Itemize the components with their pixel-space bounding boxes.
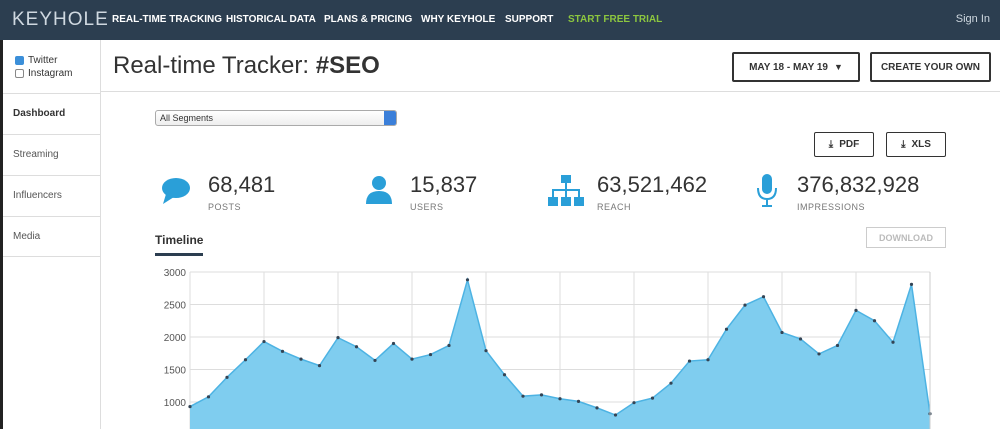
title-text: Real-time Tracker: [113, 52, 310, 79]
menu-item[interactable]: Influencers [3, 175, 101, 216]
point [909, 282, 914, 286]
point [687, 359, 692, 363]
sign-in[interactable]: Sign In [955, 13, 990, 25]
top-nav: KEYHOLE REAL-TIME TRACKING HISTORICAL DA… [0, 0, 1000, 40]
point [539, 393, 544, 397]
point [854, 308, 858, 312]
point [465, 278, 470, 282]
stat: 68,481 POSTS [208, 172, 275, 212]
xls-button[interactable]: ⤓ XLS [886, 132, 946, 157]
select-label: All Segments [160, 113, 214, 123]
point [188, 404, 192, 409]
point [558, 397, 562, 401]
point [780, 330, 784, 335]
download-button[interactable]: DOWNLOAD [866, 227, 946, 248]
stat-label: POSTS [208, 202, 242, 212]
point [410, 357, 414, 361]
point [595, 406, 599, 410]
point [280, 349, 285, 353]
y-tick-label: 1000 [164, 398, 187, 409]
point [724, 327, 729, 331]
nav-link[interactable]: WHY KEYHOLE [421, 14, 496, 25]
nav-link[interactable]: PLANS & PRICING [324, 14, 413, 25]
point [354, 345, 359, 349]
point [706, 358, 710, 362]
checkbox[interactable]: Twitter [15, 55, 57, 66]
impressions-icon [757, 174, 777, 207]
point [391, 341, 396, 346]
nav-link[interactable]: START FREE TRIAL [568, 14, 663, 25]
checkbox-label: Twitter [28, 55, 58, 66]
stat: 376,832,928 IMPRESSIONS [797, 172, 919, 212]
area [190, 279, 930, 429]
point [262, 339, 266, 344]
segment-select[interactable]: All Segments [155, 110, 397, 126]
pdf-label: PDF [839, 139, 860, 150]
menu-item[interactable]: Streaming [3, 134, 101, 175]
point [225, 375, 229, 379]
point [669, 381, 673, 385]
date-button[interactable]: MAY 18 - MAY 19 ▼ [732, 52, 860, 82]
point [761, 295, 766, 299]
point [521, 394, 525, 398]
y-tick-label: 3000 [164, 268, 187, 279]
stat-value: 376,832,928 [797, 172, 920, 197]
point [447, 343, 451, 348]
stat-value: 68,481 [208, 172, 276, 197]
checkbox-label: Instagram [28, 68, 73, 79]
point [650, 396, 655, 400]
y-tick-label: 2000 [164, 333, 187, 344]
point [891, 340, 895, 344]
point [206, 395, 211, 399]
nav-link[interactable]: REAL-TIME TRACKING [112, 14, 222, 25]
point [817, 352, 821, 356]
stat-label: REACH [597, 202, 632, 212]
point [576, 399, 581, 403]
point [336, 336, 340, 340]
header: Real-time Tracker: #SEO MAY 18 - MAY 19 ▼… [101, 40, 1000, 92]
stat: 63,521,462 REACH [597, 172, 707, 212]
create-button[interactable]: CREATE YOUR OWN [870, 52, 991, 82]
create-label: CREATE YOUR OWN [880, 61, 981, 73]
point [502, 373, 507, 377]
y-tick-label: 1500 [164, 366, 187, 377]
point [632, 401, 636, 405]
menu-item[interactable]: Dashboard [3, 93, 101, 134]
reach-icon [548, 175, 584, 206]
timeline-tab[interactable]: Timeline [155, 233, 204, 256]
stat-label: IMPRESSIONS [797, 202, 866, 212]
stat-value: 15,837 [410, 172, 478, 197]
point [613, 413, 618, 417]
stat: 15,837 USERS [410, 172, 477, 212]
point [743, 303, 747, 307]
sidebar: Twitter Instagram Dashboard Streaming In… [0, 40, 101, 429]
point [299, 357, 303, 361]
pdf-button[interactable]: ⤓ PDF [814, 132, 874, 157]
posts-icon [162, 178, 190, 204]
point [798, 337, 803, 341]
stat-value: 63,521,462 [597, 172, 708, 197]
point [428, 352, 433, 357]
point [872, 319, 877, 323]
menu-item[interactable]: Media [3, 216, 101, 257]
nav-link[interactable]: SUPPORT [505, 14, 554, 25]
date-label: MAY 18 - MAY 19 [749, 61, 828, 73]
point [243, 358, 248, 362]
nav-link[interactable]: HISTORICAL DATA [226, 14, 316, 25]
point [373, 358, 377, 363]
xls-label: XLS [911, 139, 931, 150]
y-tick-label: 2500 [164, 301, 187, 312]
page-title: Real-time Tracker: #SEO [113, 52, 380, 80]
logo[interactable]: KEYHOLE [12, 9, 109, 30]
point [317, 364, 322, 368]
point [484, 349, 488, 353]
stat-label: USERS [410, 202, 444, 212]
checkbox[interactable]: Instagram [15, 68, 72, 79]
point [835, 343, 840, 348]
hashtag: #SEO [315, 52, 380, 79]
users-icon [366, 176, 392, 204]
